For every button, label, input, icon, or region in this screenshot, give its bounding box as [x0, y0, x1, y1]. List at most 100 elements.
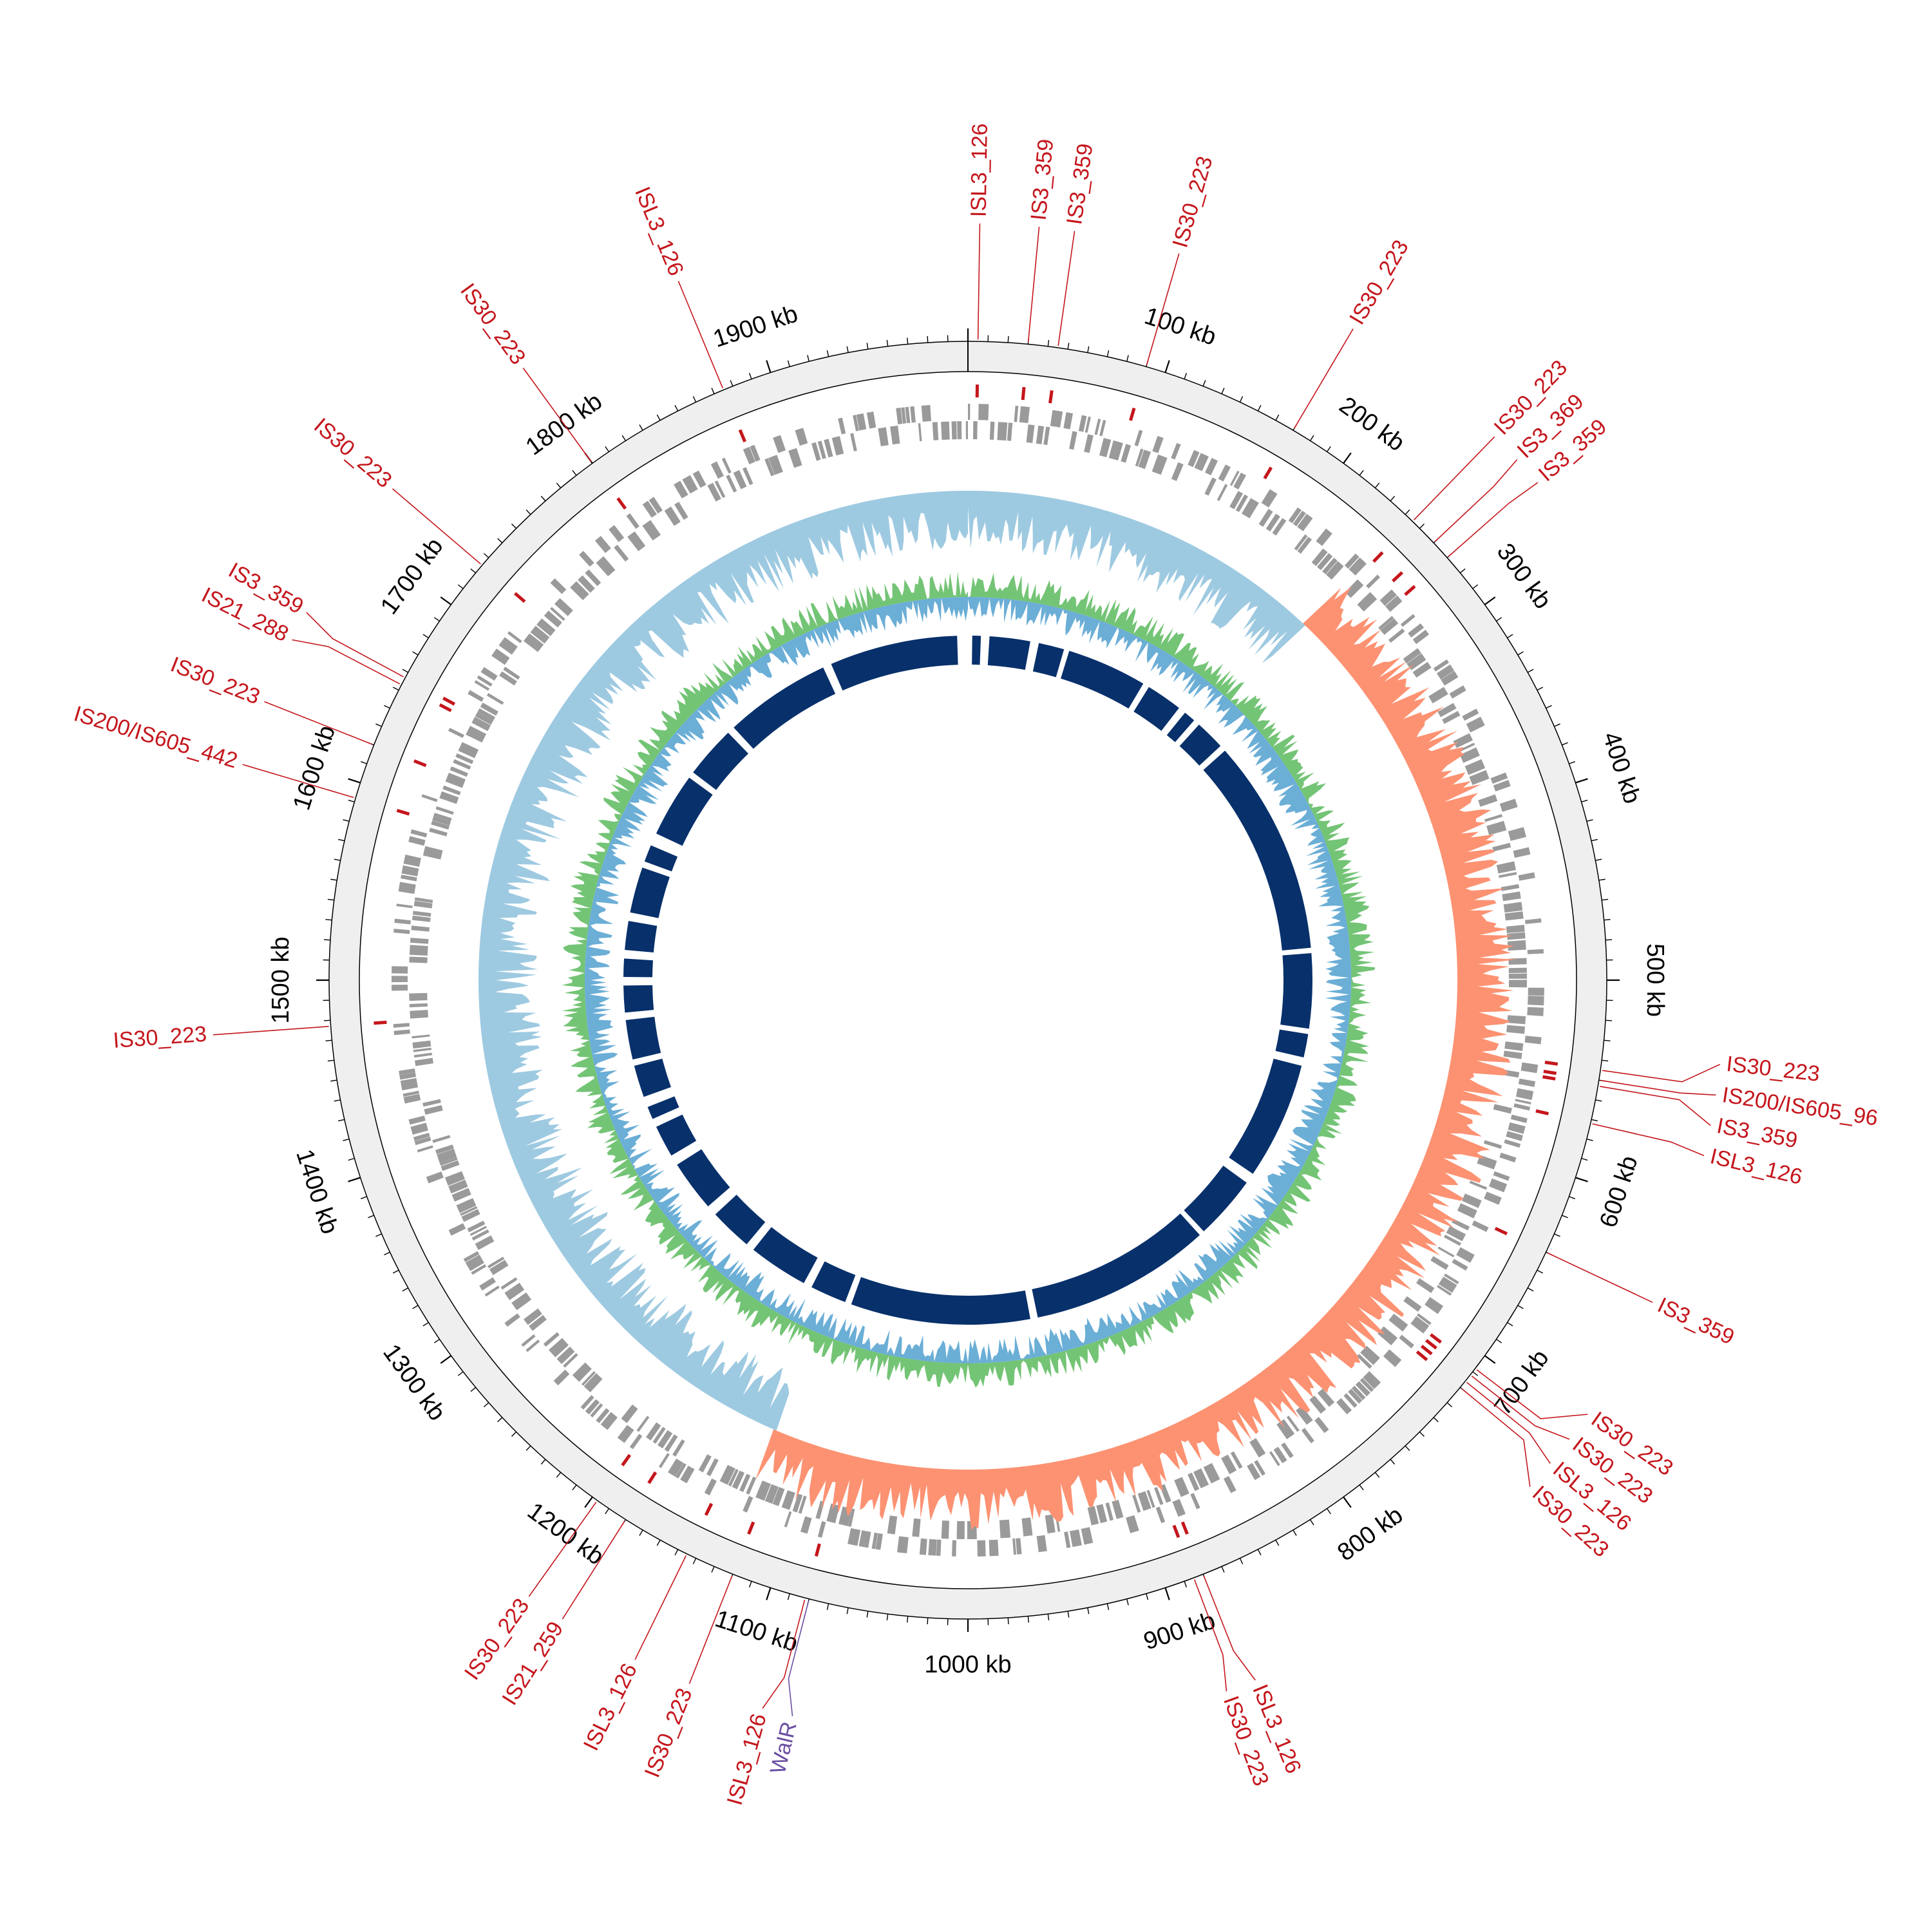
- homology-track: [623, 636, 1312, 1325]
- cds-block: [412, 1040, 431, 1049]
- scale-tick: [1496, 617, 1502, 621]
- feature-leader-line: [1203, 1575, 1256, 1681]
- homology-block: [693, 732, 749, 790]
- scale-tick: [1484, 596, 1496, 605]
- cds-block: [1388, 1313, 1408, 1332]
- homology-block: [811, 1261, 856, 1302]
- cds-block: [1518, 1078, 1536, 1087]
- cds-block: [649, 497, 663, 514]
- cds-block: [1508, 827, 1526, 841]
- homology-block: [1280, 953, 1312, 1029]
- cds-block: [772, 1487, 785, 1506]
- scale-tick: [639, 1530, 643, 1536]
- cds-block: [728, 1468, 739, 1487]
- cds-block: [1508, 958, 1527, 965]
- cds-block: [831, 436, 844, 456]
- cds-block: [1493, 1104, 1512, 1114]
- is-element-mark: [1021, 386, 1026, 401]
- cds-block: [1218, 464, 1231, 482]
- scale-tick: [1546, 705, 1552, 709]
- cds-block: [1493, 779, 1511, 792]
- scale-tick: [846, 1607, 849, 1615]
- cds-block: [499, 671, 517, 686]
- scale-tick: [1562, 1215, 1568, 1218]
- cds-block: [408, 836, 426, 846]
- feature-leader-line: [306, 612, 404, 677]
- cds-block: [544, 611, 562, 628]
- is-element-mark: [621, 1454, 632, 1466]
- feature-leader-line: [1461, 1388, 1531, 1487]
- scale-tick: [540, 1459, 546, 1465]
- cds-block: [739, 1473, 751, 1492]
- scale-tick: [1484, 1355, 1496, 1364]
- cds-block: [480, 702, 498, 716]
- cds-block: [726, 475, 737, 493]
- cds-block: [1064, 1531, 1071, 1548]
- scale-tick: [1293, 1530, 1297, 1536]
- feature-leader-line: [688, 1575, 733, 1684]
- homology-block: [656, 1114, 697, 1156]
- cds-block: [550, 578, 567, 594]
- cds-block: [439, 1157, 458, 1166]
- cds-block: [583, 1373, 603, 1392]
- scale-tick: [1537, 687, 1544, 691]
- cds-block: [1510, 1114, 1528, 1123]
- scale-tick: [639, 424, 643, 431]
- homology-block: [1032, 1213, 1200, 1318]
- cds-block: [590, 1403, 603, 1418]
- scale-tick: [1374, 482, 1380, 489]
- cds-block: [411, 925, 430, 932]
- cds-block: [636, 1416, 650, 1432]
- cds-block: [1383, 1349, 1402, 1367]
- feature-leader-line: [392, 488, 481, 565]
- is-element-label: IS30_223: [640, 1685, 697, 1781]
- cds-block: [1050, 410, 1063, 428]
- scale-tick: [1581, 1158, 1588, 1161]
- is-element-mark: [413, 759, 427, 768]
- cds-block: [1399, 1334, 1414, 1349]
- cds-block: [414, 1137, 431, 1146]
- cds-block: [965, 421, 968, 440]
- cds-block: [1410, 1316, 1430, 1334]
- cds-block: [402, 1090, 419, 1097]
- cds-block: [1492, 842, 1511, 852]
- cds-block: [1188, 1472, 1200, 1492]
- cds-block: [764, 1484, 779, 1504]
- scale-tick: [1067, 1611, 1070, 1618]
- cds-block: [968, 404, 971, 421]
- cds-block: [451, 1188, 471, 1202]
- cds-block: [1172, 1499, 1186, 1517]
- cds-block: [521, 1334, 536, 1347]
- cds-block: [475, 1235, 495, 1251]
- scale-tick: [730, 380, 734, 386]
- backbone-band: [328, 341, 1607, 1620]
- scale-tick: [540, 495, 546, 502]
- cds-block: [456, 1198, 477, 1213]
- homology-block: [1184, 1166, 1247, 1231]
- feature-leader-line: [788, 1600, 810, 1717]
- scale-tick: [927, 1617, 929, 1625]
- cds-block: [1265, 513, 1280, 532]
- feature-leader-line: [292, 639, 401, 685]
- is-element-label: IS30_223: [1345, 236, 1414, 329]
- feature-leader-line: [522, 367, 592, 462]
- cds-block: [957, 421, 962, 440]
- cds-block: [817, 440, 826, 459]
- cds-block: [1504, 1041, 1524, 1051]
- scale-tick: [1405, 1445, 1410, 1451]
- scale-tick: [556, 482, 562, 489]
- is-element-label: ISL3_126: [967, 123, 992, 217]
- cds-block: [1428, 687, 1448, 704]
- cds-block: [1377, 1326, 1398, 1346]
- cds-block: [1446, 1226, 1466, 1242]
- is-element-mark: [1263, 466, 1273, 480]
- cds-block: [1190, 1493, 1200, 1510]
- cds-block: [466, 725, 487, 743]
- cds-block: [1351, 1385, 1366, 1401]
- scale-tick: [1007, 1617, 1009, 1625]
- cds-block: [1081, 1527, 1094, 1545]
- cds-block: [768, 455, 783, 475]
- scale-tick: [327, 898, 334, 901]
- cds-block: [432, 815, 451, 826]
- cds-block: [1507, 940, 1526, 951]
